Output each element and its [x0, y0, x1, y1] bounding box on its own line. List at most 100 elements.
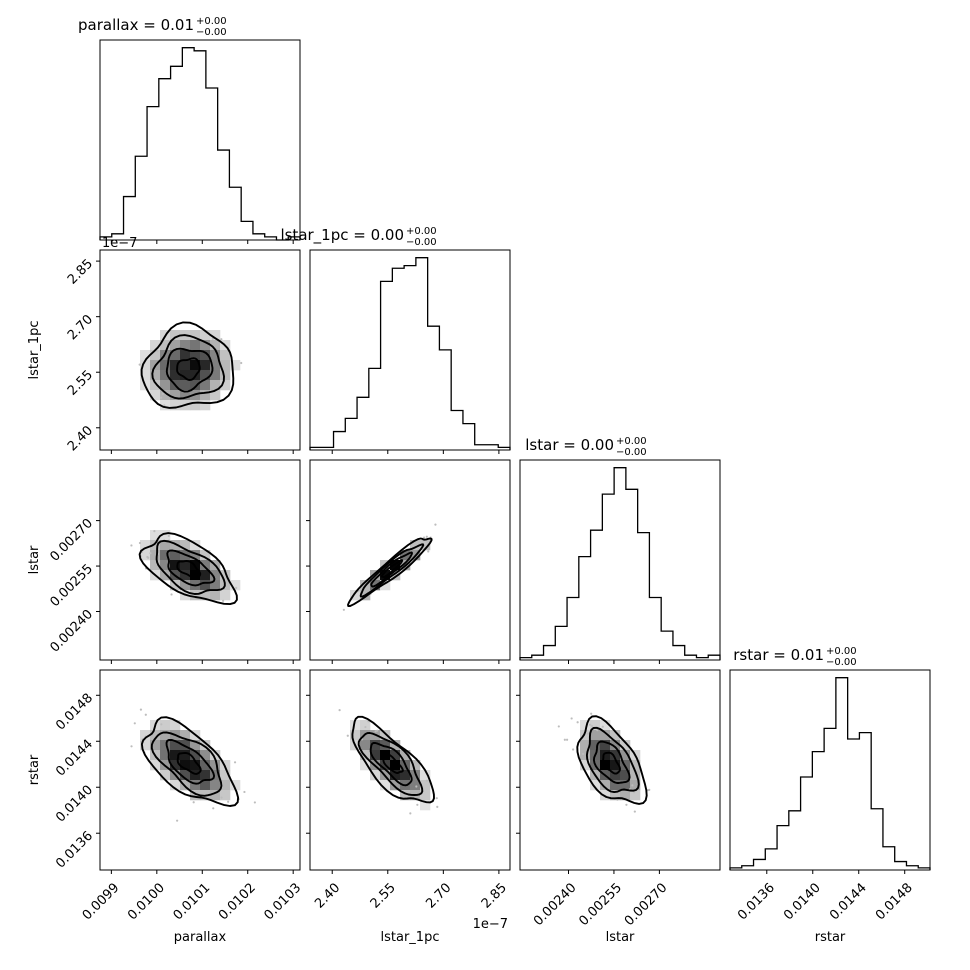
- density-cell: [180, 380, 191, 391]
- contour-level-3: [585, 726, 640, 794]
- density-cell: [200, 570, 211, 581]
- density-cell: [180, 390, 191, 401]
- density-cell: [600, 750, 611, 761]
- density-cell: [620, 740, 631, 751]
- density-cell: [190, 350, 201, 361]
- density-cell: [230, 580, 241, 591]
- contour-level-4: [140, 716, 240, 807]
- sample-point: [434, 523, 437, 526]
- density-cell: [190, 740, 201, 751]
- sample-point: [416, 803, 419, 806]
- sample-point: [161, 392, 164, 395]
- density-cell: [210, 750, 221, 761]
- y-tick-label-rstar: 0.0136: [53, 829, 96, 872]
- x-tick-label-lstar: 0.00255: [576, 880, 625, 929]
- density-cell: [610, 790, 621, 801]
- density-cell: [210, 790, 221, 801]
- y-tick-label-lstar_1pc: 2.40: [65, 423, 96, 454]
- histogram-lstar: [519, 467, 721, 660]
- scatter-panel-lstar-rstar: [519, 669, 721, 871]
- sample-point: [338, 709, 341, 712]
- density-cell: [190, 590, 201, 601]
- sample-point: [176, 819, 179, 822]
- density-cell: [420, 800, 431, 811]
- density-cell: [630, 790, 641, 801]
- sample-point: [163, 404, 166, 407]
- density-cell: [220, 360, 231, 371]
- sample-point: [212, 807, 215, 810]
- density-cell: [160, 730, 171, 741]
- density-cell: [170, 780, 181, 791]
- sample-point: [346, 734, 349, 737]
- density-cell: [140, 360, 151, 371]
- x-axis-label-rstar: rstar: [815, 930, 846, 945]
- histogram-parallax: [99, 47, 301, 241]
- y-tick-label-lstar_1pc: 2.85: [65, 257, 96, 288]
- density-cell: [190, 770, 201, 781]
- sample-point: [240, 361, 243, 365]
- sample-point: [138, 363, 141, 366]
- density-cell: [150, 390, 161, 401]
- contour-level-4: [138, 532, 238, 606]
- sample-point: [631, 784, 634, 787]
- density-cell: [420, 780, 431, 791]
- density-cell: [170, 750, 181, 761]
- sample-point: [425, 535, 428, 538]
- density-cell: [220, 370, 231, 381]
- density-cell: [600, 780, 611, 791]
- density-cell: [150, 560, 161, 571]
- sample-point: [130, 745, 133, 748]
- scatter-panel-parallax-rstar: [99, 669, 301, 871]
- density-cell: [180, 340, 191, 351]
- density-cell: [160, 770, 171, 781]
- density-cell: [580, 730, 591, 741]
- density-cell: [180, 370, 191, 381]
- y-tick-label-rstar: 0.0144: [53, 737, 96, 780]
- x-tick-label-parallax: 0.0101: [171, 880, 214, 923]
- density-cell: [210, 370, 221, 381]
- panel-frame-rstar: [729, 669, 931, 871]
- histogram-rstar: [729, 677, 931, 870]
- x-tick-label-lstar_1pc: 2.55: [368, 880, 399, 911]
- density-cell: [160, 720, 171, 731]
- density-cell: [590, 740, 601, 751]
- density-cell: [190, 550, 201, 561]
- x-tick-label-lstar_1pc: 2.40: [312, 880, 343, 911]
- density-cell: [200, 350, 211, 361]
- density-cell: [400, 750, 411, 761]
- density-cell: [210, 580, 221, 591]
- density-cell: [190, 540, 201, 551]
- density-cell: [160, 530, 171, 541]
- density-cell: [400, 790, 411, 801]
- density-cell: [190, 380, 201, 391]
- density-cell: [180, 540, 191, 551]
- y-tick-label-lstar: 0.00240: [47, 607, 96, 656]
- density-cell: [170, 540, 181, 551]
- density-cell: [160, 740, 171, 751]
- x-axis-label-lstar_1pc: lstar_1pc: [381, 930, 440, 945]
- density-cell: [140, 370, 151, 381]
- x-tick-label-rstar: 0.0140: [781, 880, 824, 923]
- density-cell: [170, 330, 181, 341]
- sample-point: [146, 555, 149, 559]
- sample-point: [633, 810, 636, 813]
- x-axis-label-parallax: parallax: [174, 930, 227, 945]
- panel-title-sup-rstar: +0.00: [826, 646, 857, 657]
- sample-point: [243, 790, 246, 794]
- density-cell: [140, 550, 151, 561]
- density-cell: [150, 350, 161, 361]
- sample-point: [590, 712, 593, 715]
- sample-point: [632, 791, 636, 794]
- panel-title-sup-parallax: +0.00: [196, 16, 227, 27]
- x-tick-label-lstar_1pc: 2.85: [479, 880, 510, 911]
- contour-level-4: [347, 537, 433, 607]
- x-axis-label-lstar: lstar: [606, 930, 635, 945]
- density-cell: [200, 400, 211, 411]
- density-cell: [190, 570, 201, 581]
- density-cell: [220, 770, 231, 781]
- density-cell: [150, 540, 161, 551]
- density-cell: [180, 740, 191, 751]
- density-cell: [610, 770, 621, 781]
- density-cell: [200, 380, 211, 391]
